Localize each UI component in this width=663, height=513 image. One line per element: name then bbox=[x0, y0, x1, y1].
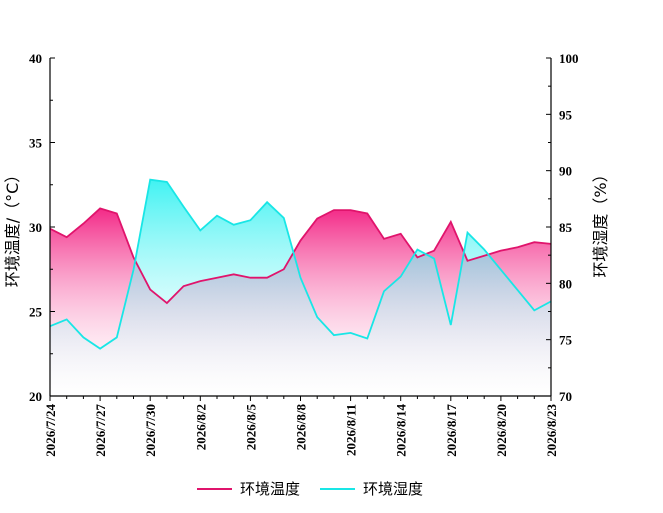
y-right-tick-label: 75 bbox=[559, 333, 573, 348]
y-right-tick-label: 100 bbox=[559, 51, 579, 66]
x-tick-label: 2026/8/17 bbox=[444, 404, 459, 457]
x-tick-label: 2026/8/2 bbox=[193, 404, 208, 450]
x-tick-label: 2026/8/11 bbox=[344, 404, 359, 456]
legend-label-temperature: 环境温度 bbox=[240, 480, 300, 498]
y-left-tick-label: 25 bbox=[29, 305, 43, 320]
y-left-tick-label: 35 bbox=[29, 136, 43, 151]
y-right-tick-label: 85 bbox=[559, 220, 573, 235]
y-right-tick-label: 90 bbox=[559, 164, 572, 179]
legend: 环境温度 环境湿度 bbox=[197, 480, 423, 498]
legend-label-humidity: 环境湿度 bbox=[363, 480, 423, 498]
x-tick-label: 2026/7/24 bbox=[43, 404, 58, 457]
x-tick-label: 2026/8/5 bbox=[243, 404, 258, 451]
y-right-tick-label: 95 bbox=[559, 107, 573, 122]
y-left-tick-label: 30 bbox=[29, 220, 42, 235]
x-tick-label: 2026/7/30 bbox=[143, 404, 158, 457]
y-left-tick-label: 40 bbox=[29, 51, 42, 66]
y-right-tick-label: 70 bbox=[559, 389, 572, 404]
y-axis-right-title: 环境湿度（%） bbox=[591, 166, 610, 277]
x-tick-label: 2026/8/23 bbox=[544, 404, 559, 457]
y-left-tick-label: 20 bbox=[29, 389, 42, 404]
y-right-tick-label: 80 bbox=[559, 276, 572, 291]
x-tick-label: 2026/7/27 bbox=[93, 404, 108, 457]
area-layer bbox=[50, 180, 551, 396]
x-tick-label: 2026/8/14 bbox=[394, 404, 409, 457]
x-tick-label: 2026/8/20 bbox=[494, 404, 509, 457]
x-tick-label: 2026/8/8 bbox=[294, 404, 309, 451]
y-axis-left-title: 环境温度/（°C） bbox=[3, 167, 22, 288]
